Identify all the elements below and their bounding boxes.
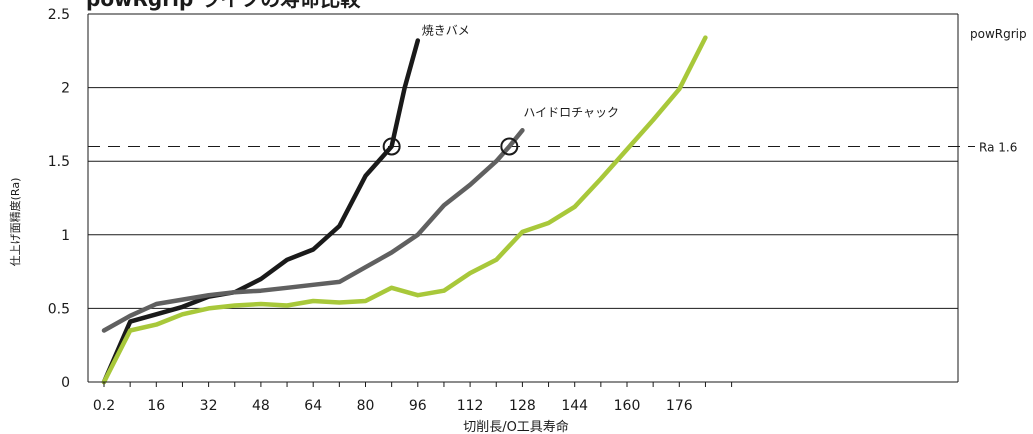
y-tick-label: 0 (61, 375, 70, 391)
series-label-yakibame: 焼きバメ (422, 23, 470, 37)
x-tick-label: 64 (304, 398, 322, 414)
marker-circle (500, 137, 519, 156)
series-line (101, 35, 708, 385)
series-line (101, 38, 421, 385)
x-tick-label: 96 (409, 398, 427, 414)
x-axis-title: 切削長/O工具寿命 (463, 419, 569, 434)
y-tick-label: 1.5 (48, 154, 70, 170)
x-tick-label: 0.2 (93, 398, 115, 414)
x-tick-label: 80 (357, 398, 375, 414)
series-label-powrgrip: powRgrip (970, 27, 1027, 41)
x-tick-label: 32 (200, 398, 218, 414)
x-tick-label: 112 (457, 398, 484, 414)
series-label-hydro: ハイドロチャック (523, 105, 619, 119)
series-line (101, 128, 525, 333)
y-tick-label: 2 (61, 81, 70, 97)
x-tick-label: 160 (614, 398, 641, 414)
y-tick-label: 1 (61, 228, 70, 244)
y-tick-label: 0.5 (48, 301, 70, 317)
reference-line-label: Ra 1.6 (979, 140, 1017, 154)
x-tick-label: 144 (561, 398, 588, 414)
chart-title: powRgrip ライフの寿命比較 (86, 0, 361, 11)
y-axis-title: 仕上げ面精度(Ra) (8, 178, 22, 267)
x-tick-label: 128 (509, 398, 536, 414)
x-tick-label: 176 (666, 398, 693, 414)
marker-circle (382, 137, 401, 156)
x-tick-label: 16 (147, 398, 165, 414)
y-tick-label: 2.5 (48, 7, 70, 23)
x-tick-label: 48 (252, 398, 270, 414)
